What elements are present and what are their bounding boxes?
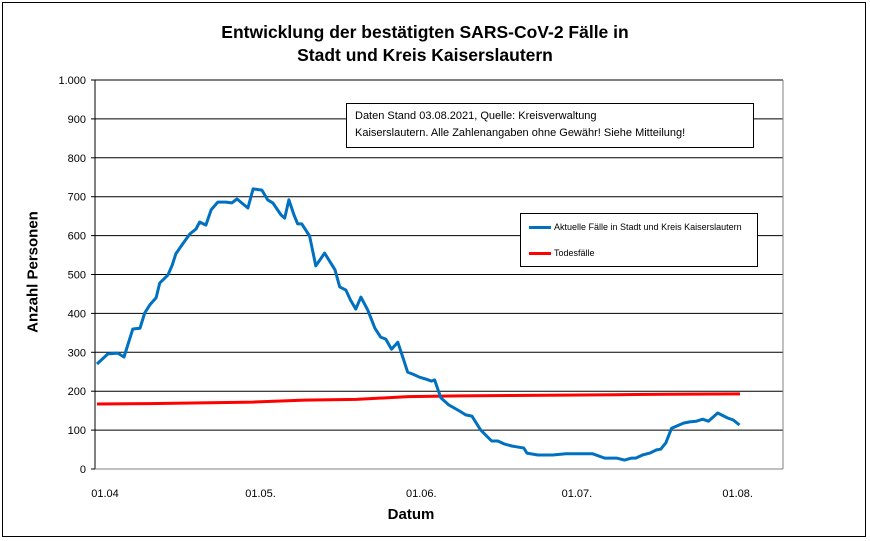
- y-tick-label: 300: [68, 347, 86, 359]
- x-tick-label: 01.05.: [245, 488, 276, 500]
- y-tick-label: 200: [68, 386, 86, 398]
- legend-item-deaths: Todesfälle: [529, 248, 595, 258]
- x-tick-label: 01.06.: [406, 488, 437, 500]
- x-tick-label: 01.08.: [722, 488, 753, 500]
- y-tick-label: 1.000: [58, 75, 86, 87]
- legend-swatch-deaths: [529, 251, 551, 255]
- legend-label-cases: Aktuelle Fälle in Stadt und Kreis Kaiser…: [554, 222, 742, 232]
- chart-title: Entwicklung der bestätigten SARS-CoV-2 F…: [0, 21, 850, 67]
- legend: Aktuelle Fälle in Stadt und Kreis Kaiser…: [520, 213, 758, 267]
- annotation-line2: Kaiserslautern. Alle Zahlenangaben ohne …: [355, 127, 686, 139]
- legend-item-cases: Aktuelle Fälle in Stadt und Kreis Kaiser…: [529, 222, 742, 232]
- y-tick-label: 500: [68, 270, 86, 282]
- legend-label-deaths: Todesfälle: [554, 248, 595, 258]
- y-tick-label: 0: [80, 464, 86, 476]
- y-tick-label: 800: [68, 153, 86, 165]
- y-tick-label: 900: [68, 114, 86, 126]
- chart-title-line2: Stadt und Kreis Kaiserslautern: [297, 45, 553, 65]
- chart-title-line1: Entwicklung der bestätigten SARS-CoV-2 F…: [221, 22, 629, 42]
- legend-swatch-cases: [529, 225, 551, 229]
- annotation-line1: Daten Stand 03.08.2021, Quelle: Kreisver…: [355, 110, 597, 122]
- y-tick-label: 700: [68, 192, 86, 204]
- y-tick-label: 400: [68, 308, 86, 320]
- x-tick-label: 01.07.: [562, 488, 593, 500]
- y-axis-title: Anzahl Personen: [24, 211, 42, 333]
- y-tick-label: 600: [68, 231, 86, 243]
- x-tick-label: 01.04: [91, 488, 119, 500]
- series-line-deaths: [96, 392, 741, 406]
- x-axis-title: Datum: [387, 506, 435, 523]
- annotation-box: Daten Stand 03.08.2021, Quelle: Kreisver…: [346, 103, 754, 148]
- y-tick-label: 100: [68, 425, 86, 437]
